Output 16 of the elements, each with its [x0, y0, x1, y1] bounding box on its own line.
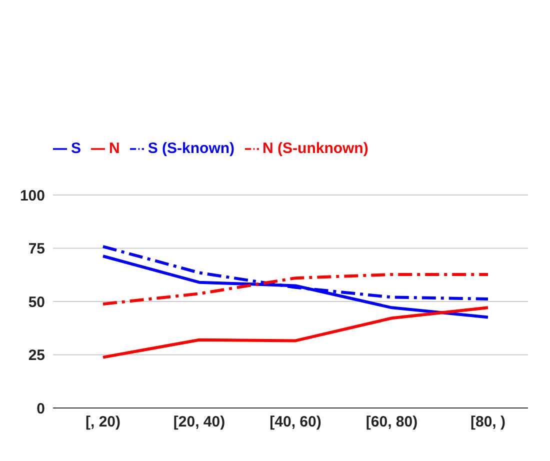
y-tick-label: 75	[28, 240, 45, 258]
x-tick-label: [, 20)	[85, 414, 121, 431]
x-tick-label: [40, 60)	[270, 414, 322, 431]
y-tick-label: 0	[36, 400, 45, 418]
line-series	[102, 306, 490, 359]
x-tick-label: [20, 40)	[173, 414, 226, 431]
y-tick-label: 25	[28, 347, 45, 364]
legend-label: N (S-unknown)	[262, 140, 368, 157]
legend-label: S (S-known)	[148, 140, 235, 157]
legend-label: S	[71, 140, 82, 157]
x-tick-label: [60, 80)	[366, 414, 418, 431]
legend-label: N	[109, 140, 120, 157]
y-tick-label: 100	[20, 187, 45, 204]
y-tick-label: 50	[28, 294, 45, 311]
line-series	[102, 272, 490, 306]
x-tick-label: [80, )	[470, 414, 506, 431]
